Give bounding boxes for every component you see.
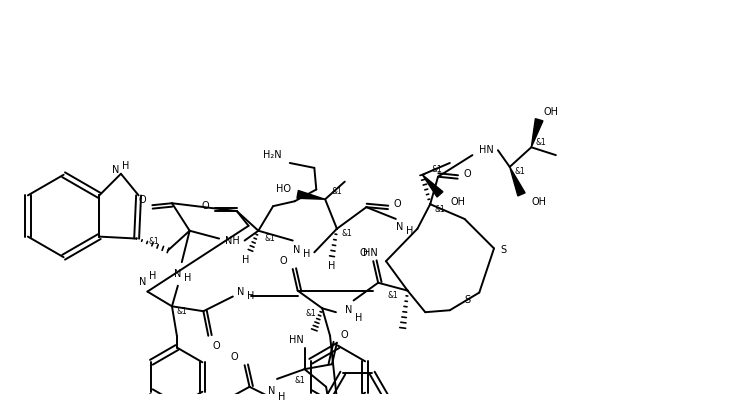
Text: N: N <box>139 277 146 287</box>
Text: S: S <box>464 296 471 306</box>
Text: O: O <box>359 248 367 258</box>
Text: &1: &1 <box>435 205 445 214</box>
Text: &1: &1 <box>176 307 187 316</box>
Text: &1: &1 <box>514 167 525 176</box>
Text: &1: &1 <box>387 291 398 300</box>
Polygon shape <box>297 190 325 199</box>
Text: &1: &1 <box>149 237 160 246</box>
Text: O: O <box>212 340 220 350</box>
Text: N: N <box>269 386 276 396</box>
Text: H: H <box>242 255 250 265</box>
Text: O: O <box>463 169 471 179</box>
Text: &1: &1 <box>265 234 275 243</box>
Text: O: O <box>341 330 348 340</box>
Text: H₂N: H₂N <box>263 150 281 160</box>
Polygon shape <box>422 175 443 197</box>
Text: H: H <box>355 313 362 323</box>
Text: &1: &1 <box>432 165 442 174</box>
Text: OH: OH <box>450 197 465 207</box>
Text: &1: &1 <box>341 229 352 238</box>
Text: H: H <box>278 392 285 401</box>
Text: OH: OH <box>543 107 559 117</box>
Text: N: N <box>345 305 352 315</box>
Text: N: N <box>396 222 403 232</box>
Text: N: N <box>237 287 244 297</box>
Text: O: O <box>394 199 402 209</box>
Text: &1: &1 <box>332 187 343 196</box>
Text: H: H <box>303 249 310 259</box>
Text: HO: HO <box>277 184 291 194</box>
Text: H: H <box>406 226 414 236</box>
Text: N: N <box>112 165 120 175</box>
Text: &1: &1 <box>536 138 547 147</box>
Text: O: O <box>279 256 287 266</box>
Text: &1: &1 <box>294 377 305 385</box>
Text: N: N <box>293 245 300 255</box>
Polygon shape <box>509 167 525 196</box>
Text: H: H <box>184 273 191 283</box>
Text: H: H <box>122 161 130 171</box>
Text: N: N <box>174 269 182 279</box>
Text: S: S <box>501 245 507 255</box>
Text: &1: &1 <box>305 309 315 318</box>
Text: HN: HN <box>289 335 304 345</box>
Text: H: H <box>247 290 254 300</box>
Text: HN: HN <box>479 145 493 155</box>
Text: O: O <box>201 201 209 211</box>
Text: NH: NH <box>225 235 240 245</box>
Text: H: H <box>149 271 156 281</box>
Text: O: O <box>231 352 239 363</box>
Text: OH: OH <box>531 197 547 207</box>
Text: HN: HN <box>363 248 378 258</box>
Polygon shape <box>531 119 543 147</box>
Text: O: O <box>138 195 146 205</box>
Text: H: H <box>329 261 336 271</box>
